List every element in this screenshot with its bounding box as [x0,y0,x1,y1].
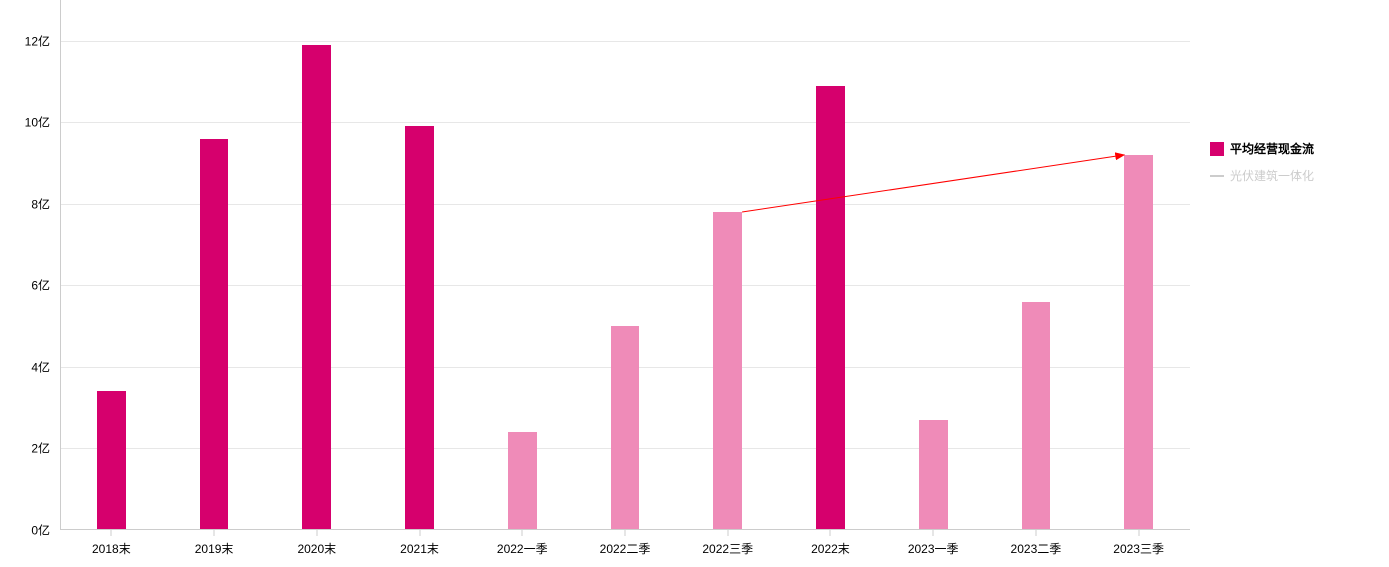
y-tick-label: 4亿 [31,358,50,375]
y-tick-label: 10亿 [25,114,50,131]
legend-label: 光伏建筑一体化 [1230,167,1314,184]
x-axis: 2018末 2019末 2020末 2021末 2022一季 2022二季 2022三季 20… [60,530,1190,567]
x-tick-mark [830,530,831,536]
x-tick-mark [727,530,728,536]
bar[interactable] [302,45,331,530]
x-tick-label: 2023一季 [908,540,959,557]
x-tick-mark [1138,530,1139,536]
x-tick-mark [1035,530,1036,536]
bar[interactable] [919,420,948,530]
x-tick-mark [522,530,523,536]
x-tick-mark [933,530,934,536]
x-tick-label: 2022末 [811,540,850,557]
x-tick-label: 2021末 [400,540,439,557]
x-tick-label: 2022三季 [702,540,753,557]
bar[interactable] [611,326,640,530]
y-tick-label: 6亿 [31,277,50,294]
y-tick-label: 12亿 [25,32,50,49]
bar[interactable] [200,139,229,530]
y-axis-line [60,0,61,530]
x-tick-label: 2022一季 [497,540,548,557]
x-tick-mark [316,530,317,536]
x-tick-label: 2023二季 [1011,540,1062,557]
y-tick-label: 0亿 [31,522,50,539]
x-tick-label: 2018末 [92,540,131,557]
bar[interactable] [1022,302,1051,530]
x-tick-mark [111,530,112,536]
x-tick-label: 2019末 [195,540,234,557]
legend: 平均经营现金流光伏建筑一体化 [1210,140,1380,194]
x-tick-mark [625,530,626,536]
x-tick-label: 2023三季 [1113,540,1164,557]
y-axis: 0亿2亿4亿6亿8亿10亿12亿 [0,0,60,530]
y-tick-label: 2亿 [31,440,50,457]
bar[interactable] [405,126,434,530]
legend-swatch-line-icon [1210,175,1224,177]
bar[interactable] [97,391,126,530]
bar[interactable] [713,212,742,530]
legend-item[interactable]: 平均经营现金流 [1210,140,1380,157]
legend-swatch-rect-icon [1210,142,1224,156]
plot-area [60,0,1190,530]
x-tick-label: 2022二季 [600,540,651,557]
chart-container: 0亿 2亿 4亿 6亿 8亿 10亿 12亿 2018末 2019末 2020末 2021末 202… [0,0,1389,567]
legend-item[interactable]: 光伏建筑一体化 [1210,167,1380,184]
x-tick-mark [214,530,215,536]
x-tick-mark [419,530,420,536]
y-tick-label: 8亿 [31,195,50,212]
bar[interactable] [816,86,845,530]
x-tick-label: 2020末 [297,540,336,557]
legend-label: 平均经营现金流 [1230,140,1314,157]
bar[interactable] [508,432,537,530]
bar[interactable] [1124,155,1153,530]
bars-layer [60,0,1190,530]
